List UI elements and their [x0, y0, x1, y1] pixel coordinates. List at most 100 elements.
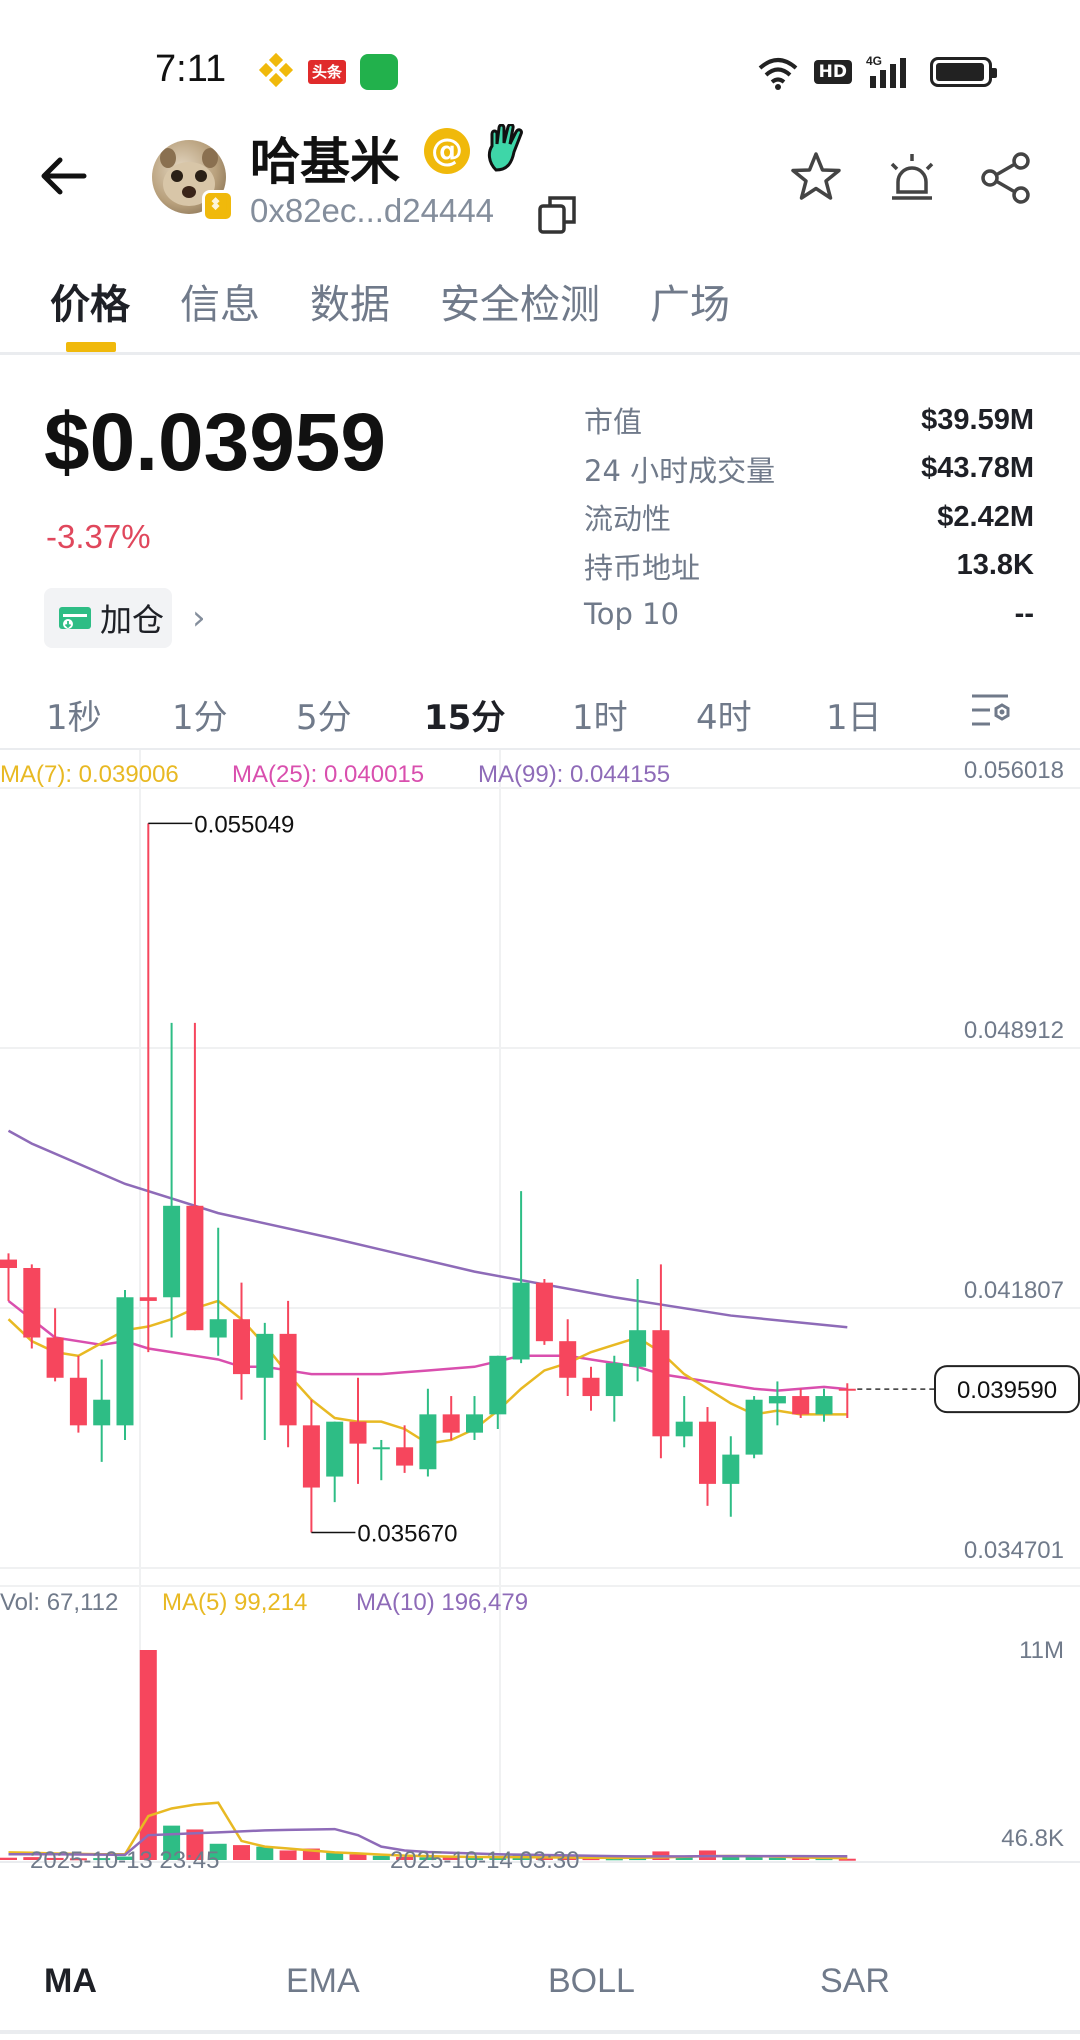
- volume-bar: [46, 1857, 64, 1860]
- candle-body: [745, 1399, 763, 1455]
- current-price-label: 0.039590: [957, 1377, 1057, 1404]
- stat-label: 流动性: [584, 502, 672, 537]
- volume-bar: [419, 1857, 437, 1860]
- candle-body: [419, 1414, 437, 1470]
- volume-bar: [186, 1829, 204, 1860]
- main-tabs: 价格 信息 数据 安全检测 广场: [50, 272, 730, 330]
- stat-label: Top 10: [584, 597, 680, 632]
- candle-body: [396, 1447, 414, 1466]
- indicator-boll[interactable]: BOLL: [548, 1962, 635, 2000]
- volume-bar: [139, 1650, 157, 1860]
- chart-settings-icon[interactable]: [968, 688, 1016, 732]
- tab-info[interactable]: 信息: [180, 282, 260, 328]
- volume-bar: [23, 1857, 41, 1860]
- stats-panel: 市值 $39.59M 24 小时成交量 $43.78M 流动性 $2.42M 持…: [584, 396, 1034, 639]
- wifi-icon: [758, 58, 797, 90]
- token-name: 哈基米: [250, 133, 400, 191]
- candle-body: [186, 1205, 204, 1331]
- candle-body: [349, 1421, 367, 1444]
- stat-row: 流动性 $2.42M: [584, 493, 1034, 542]
- add-position-label: 加仓: [100, 601, 165, 639]
- wallet-icon: [59, 607, 91, 629]
- alert-icon[interactable]: [882, 148, 942, 208]
- star-icon[interactable]: [786, 148, 846, 208]
- legend-ma25: MA(25): 0.040015: [232, 761, 424, 788]
- volume-bar: [838, 1858, 856, 1861]
- back-arrow-icon[interactable]: [36, 148, 92, 204]
- volume-bar: [535, 1857, 553, 1860]
- candle-body: [838, 1388, 856, 1391]
- tab-data[interactable]: 数据: [310, 282, 390, 328]
- volume-ma5-legend: MA(5) 99,214: [162, 1589, 307, 1616]
- stat-label: 24 小时成交量: [584, 453, 776, 488]
- stat-label: 持币地址: [584, 550, 701, 585]
- volume-bar: [722, 1856, 740, 1860]
- volume-ma10-line: [8, 1827, 848, 1858]
- stat-value: --: [1014, 597, 1034, 630]
- stat-value: 13.8K: [956, 549, 1034, 582]
- candle-body: [46, 1337, 64, 1378]
- volume-bar: [279, 1850, 297, 1860]
- chain-badge-icon: [202, 190, 234, 222]
- tabs-divider: [0, 352, 1080, 355]
- legend-ma99: MA(99): 0.044155: [478, 761, 670, 788]
- stat-label: 市值: [584, 405, 643, 440]
- volume-ma10-legend: MA(10) 196,479: [356, 1589, 528, 1616]
- volume-bar: [116, 1856, 134, 1860]
- share-icon[interactable]: [976, 148, 1036, 208]
- candle-body: [442, 1414, 460, 1433]
- interval-4h[interactable]: 4时: [696, 698, 752, 738]
- add-position-button[interactable]: 加仓: [44, 588, 172, 648]
- x-tick-label: 2025-10-14 03:30: [390, 1847, 580, 1870]
- candle-body: [372, 1447, 390, 1450]
- chevron-right-icon[interactable]: ›: [192, 598, 206, 638]
- tab-square[interactable]: 广场: [650, 282, 730, 328]
- interval-1d[interactable]: 1日: [826, 698, 882, 738]
- candle-body: [139, 1297, 157, 1301]
- candle-body: [559, 1341, 577, 1378]
- volume-bar: [792, 1857, 810, 1860]
- volume-bar: [605, 1858, 623, 1861]
- stat-row: Top 10 --: [584, 590, 1034, 639]
- stat-value: $2.42M: [937, 500, 1034, 533]
- interval-1s[interactable]: 1秒: [46, 698, 102, 738]
- interval-15m[interactable]: 15分: [424, 698, 506, 738]
- copy-icon[interactable]: [536, 192, 580, 236]
- candle-body: [256, 1333, 274, 1378]
- hand-icon: [487, 124, 523, 172]
- stat-row: 24 小时成交量 $43.78M: [584, 445, 1034, 494]
- candle-body: [23, 1267, 41, 1338]
- y-tick-label: 0.041807: [964, 1277, 1064, 1304]
- indicator-ma[interactable]: MA: [44, 1962, 97, 2000]
- candle-body: [233, 1319, 250, 1375]
- interval-1h[interactable]: 1时: [572, 698, 628, 738]
- stat-value: $39.59M: [921, 403, 1034, 436]
- indicator-ema[interactable]: EMA: [286, 1962, 360, 2000]
- candle-body: [652, 1330, 670, 1437]
- candle-body: [535, 1282, 553, 1342]
- candle-body: [768, 1396, 786, 1404]
- token-address: 0x82ec...d24444: [250, 192, 495, 229]
- interval-1m[interactable]: 1分: [172, 698, 228, 738]
- price-change: -3.37%: [46, 518, 151, 555]
- indicator-sar[interactable]: SAR: [820, 1962, 890, 2000]
- volume-bar: [302, 1848, 320, 1860]
- candle-body: [605, 1363, 623, 1397]
- tab-price[interactable]: 价格: [50, 282, 130, 328]
- price-chart[interactable]: 0.056018 0.048912 0.041807 0.034701 MA(7): 0…: [0, 750, 1080, 1870]
- candle-body: [792, 1396, 810, 1415]
- tab-security[interactable]: 安全检测: [440, 282, 600, 328]
- stat-row: 市值 $39.59M: [584, 396, 1034, 445]
- current-price: $0.03959: [44, 397, 387, 488]
- candle-body: [629, 1330, 647, 1367]
- volume-bar: [349, 1854, 367, 1860]
- volume-bar: [442, 1857, 460, 1860]
- status-indicators: HD 4G: [756, 52, 997, 92]
- interval-5m[interactable]: 5分: [296, 698, 352, 738]
- low-label: 0.035670: [357, 1521, 457, 1548]
- volume-bar: [396, 1856, 414, 1860]
- candle-body: [302, 1425, 320, 1488]
- volume-y-tick: 46.8K: [1001, 1825, 1064, 1852]
- candle-body: [582, 1377, 600, 1397]
- volume-bar: [582, 1858, 600, 1861]
